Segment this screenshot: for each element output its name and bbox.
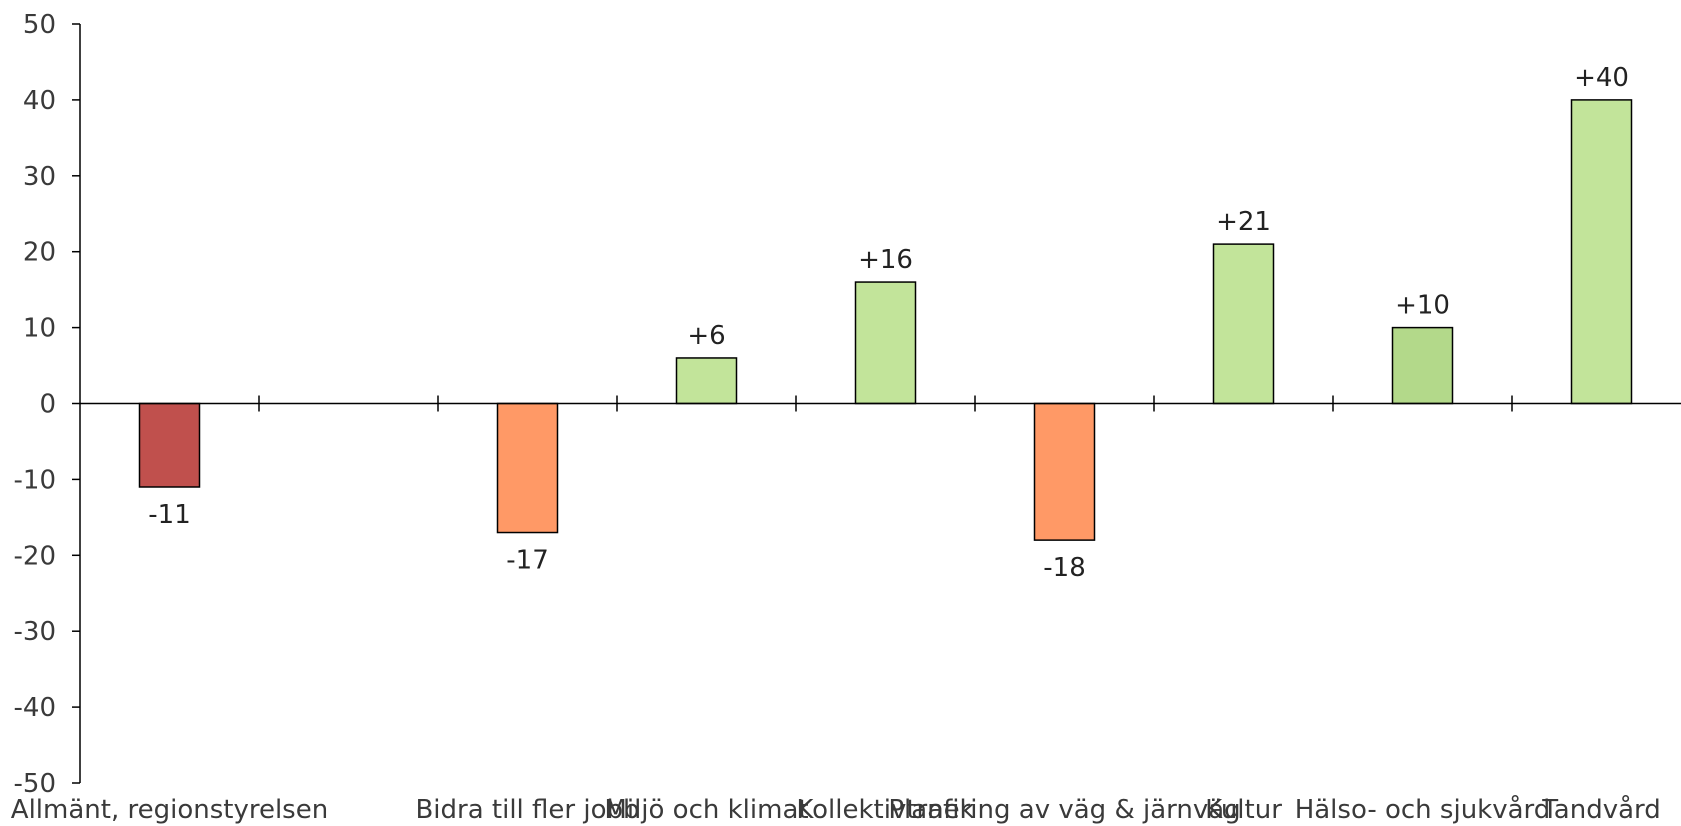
y-tick-label: -50 (14, 769, 56, 799)
data-label: -18 (1043, 553, 1085, 583)
bar (138, 402, 201, 488)
data-label: +6 (687, 321, 725, 351)
y-tick-label: -40 (14, 693, 56, 723)
x-tick-label: Planering av väg & järnväg (888, 795, 1240, 825)
data-label: +10 (1395, 291, 1450, 321)
bar (496, 402, 559, 534)
x-tick-label: Allmänt, regionstyrelsen (11, 795, 328, 825)
bars-layer (138, 99, 1633, 541)
bar (1570, 99, 1633, 405)
data-label: +16 (858, 245, 913, 275)
y-tick-label: 40 (23, 86, 56, 116)
y-tick-label: -10 (14, 465, 56, 495)
x-tick-label: Bidra till fler jobb (415, 795, 639, 825)
x-tick-label: Miljö och klimat (604, 795, 808, 825)
x-tick-label: Hälso- och sjukvård (1295, 794, 1551, 825)
y-tick-label: 20 (23, 238, 56, 268)
y-tick-label: -30 (14, 617, 56, 647)
x-tick-label: Kollektivtrafik (796, 795, 974, 825)
bar (675, 357, 738, 405)
bar (854, 281, 917, 405)
labels-layer: 50 40 30 20 10 0 -10 -20 -30 -40 -50 -11 Allmänt, re… (11, 10, 1661, 825)
x-tick-label: Kultur (1205, 795, 1282, 825)
y-tick-label: 10 (23, 314, 56, 344)
bar (1212, 243, 1275, 405)
axes-layer (72, 23, 1681, 784)
y-tick-label: 0 (39, 390, 56, 420)
bar (1391, 326, 1454, 405)
x-tick-label: Tandvård (1541, 794, 1661, 825)
y-tick-label: 50 (23, 10, 56, 40)
y-tick-label: 30 (23, 162, 56, 192)
data-label: -11 (148, 500, 190, 530)
data-label: +21 (1216, 207, 1271, 237)
y-tick-label: -20 (14, 541, 56, 571)
data-label: -17 (506, 546, 548, 576)
bar (1033, 402, 1096, 541)
data-label: +40 (1574, 63, 1629, 93)
